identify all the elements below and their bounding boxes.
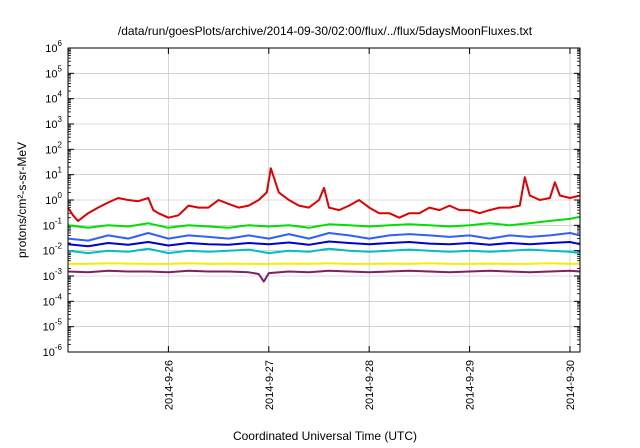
y-tick-label: 105 bbox=[45, 64, 62, 80]
series-line-2 bbox=[67, 215, 581, 229]
x-tick-label: 2014-9-30 bbox=[565, 360, 577, 410]
x-tick-label: 2014-9-29 bbox=[465, 360, 477, 410]
y-tick-label: 10-4 bbox=[43, 292, 63, 308]
series-line-5 bbox=[67, 240, 581, 248]
y-tick-label: 102 bbox=[45, 140, 62, 156]
x-tick-labels: 2014-9-26 2014-9-27 2014-9-28 2014-9-29 2014… bbox=[163, 360, 577, 410]
chart-title: /data/run/goesPlots/archive/2014-09-30/0… bbox=[118, 24, 533, 38]
y-tick-label: 106 bbox=[45, 39, 62, 55]
y-tick-label: 10-2 bbox=[43, 242, 63, 258]
series-line-3 bbox=[67, 247, 581, 255]
y-tick-label: 100 bbox=[45, 191, 62, 207]
x-tick-label: 2014-9-28 bbox=[364, 360, 376, 410]
x-tick-label: 2014-9-26 bbox=[163, 360, 175, 410]
y-tick-label: 10-1 bbox=[43, 216, 63, 232]
y-tick-label: 10-6 bbox=[43, 343, 63, 359]
y-tick-label: 103 bbox=[45, 115, 62, 131]
plot-frame bbox=[67, 47, 581, 353]
series-line-4 bbox=[67, 232, 581, 242]
series-line-7 bbox=[67, 269, 581, 283]
y-tick-label: 101 bbox=[45, 166, 62, 182]
x-tick-label: 2014-9-27 bbox=[264, 360, 276, 410]
y-tick-label: 10-3 bbox=[43, 267, 63, 283]
x-axis-label: Coordinated Universal Time (UTC) bbox=[233, 429, 417, 443]
series-lines bbox=[67, 167, 581, 283]
series-line-6 bbox=[68, 262, 581, 265]
y-axis-label: protons/cm²-s-sr-MeV bbox=[15, 142, 29, 258]
y-tick-label: 10-5 bbox=[43, 318, 63, 334]
y-tick-label: 104 bbox=[45, 90, 62, 106]
series-line-1 bbox=[67, 167, 581, 222]
y-tick-labels: 106 105 104 103 102 101 100 10-1 10-2 10-3 10-4 10-… bbox=[43, 39, 63, 359]
